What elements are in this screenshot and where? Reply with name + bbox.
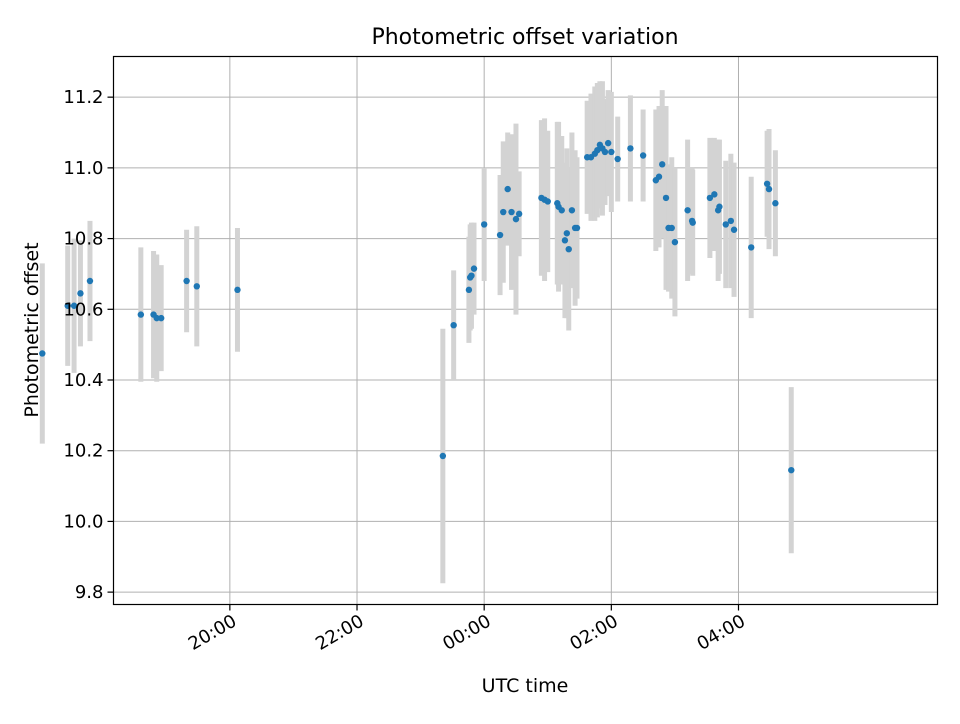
data-point xyxy=(658,161,666,168)
y-axis: 9.8 10.0 10.2 10.4 10.6 10.8 11.0 11.2 xyxy=(63,87,114,603)
data-point xyxy=(193,283,200,290)
data-point xyxy=(465,286,473,294)
data-point xyxy=(727,217,735,225)
data-point xyxy=(748,244,755,251)
data-point xyxy=(515,210,523,218)
chart-title: Photometric offset variation xyxy=(371,25,678,50)
data-point xyxy=(573,224,581,232)
y-tick-label: 11.2 xyxy=(63,87,103,108)
data-point xyxy=(563,230,571,237)
data-point xyxy=(706,194,714,202)
y-axis-label: Photometric offset xyxy=(21,242,43,417)
data-point xyxy=(500,208,507,216)
data-point xyxy=(496,231,504,239)
data-point xyxy=(662,194,670,202)
data-point xyxy=(671,238,679,246)
grid-layer xyxy=(113,56,938,605)
data-point xyxy=(153,314,160,322)
data-point xyxy=(668,224,675,232)
data-point xyxy=(234,286,241,294)
data-point xyxy=(765,185,773,193)
data-point xyxy=(639,152,647,159)
data-point xyxy=(512,215,520,223)
data-point xyxy=(544,198,551,205)
data-point xyxy=(763,180,771,187)
y-tick-label: 10.8 xyxy=(63,229,103,250)
data-point xyxy=(788,466,795,474)
data-point xyxy=(468,272,475,279)
data-point xyxy=(722,221,729,228)
data-point xyxy=(450,321,457,329)
y-tick-label: 9.8 xyxy=(75,582,104,603)
data-point xyxy=(39,350,46,357)
data-point xyxy=(655,173,663,180)
data-point xyxy=(604,139,612,147)
data-point xyxy=(558,207,565,214)
data-point xyxy=(439,452,447,460)
data-point xyxy=(689,219,696,226)
data-point xyxy=(480,221,488,228)
data-point xyxy=(86,277,94,285)
data-point xyxy=(614,155,621,163)
x-axis-label: UTC time xyxy=(482,675,569,697)
y-tick-label: 10.0 xyxy=(63,511,103,532)
data-point xyxy=(77,290,84,297)
plot-frame xyxy=(112,55,939,606)
y-tick-label: 11.0 xyxy=(63,158,103,179)
data-point xyxy=(716,203,723,210)
data-point xyxy=(684,207,691,214)
data-point xyxy=(565,245,572,253)
data-point xyxy=(772,200,779,207)
data-point xyxy=(594,146,601,154)
data-point xyxy=(137,311,145,318)
data-point xyxy=(64,302,71,309)
data-point xyxy=(70,302,78,309)
y-tick-label: 10.6 xyxy=(63,299,103,320)
data-point xyxy=(508,208,515,216)
data-point xyxy=(561,237,569,244)
data-point xyxy=(627,145,634,152)
data-point xyxy=(601,148,609,156)
data-point xyxy=(711,191,718,198)
data-point xyxy=(504,185,511,193)
data-point xyxy=(730,226,738,233)
data-point xyxy=(568,207,576,214)
point-layer xyxy=(39,139,795,474)
y-tick-label: 10.2 xyxy=(63,441,103,462)
data-point xyxy=(470,265,478,272)
data-point xyxy=(608,148,615,156)
y-tick-label: 10.4 xyxy=(63,370,103,391)
data-point xyxy=(183,277,190,285)
data-point xyxy=(157,314,165,322)
